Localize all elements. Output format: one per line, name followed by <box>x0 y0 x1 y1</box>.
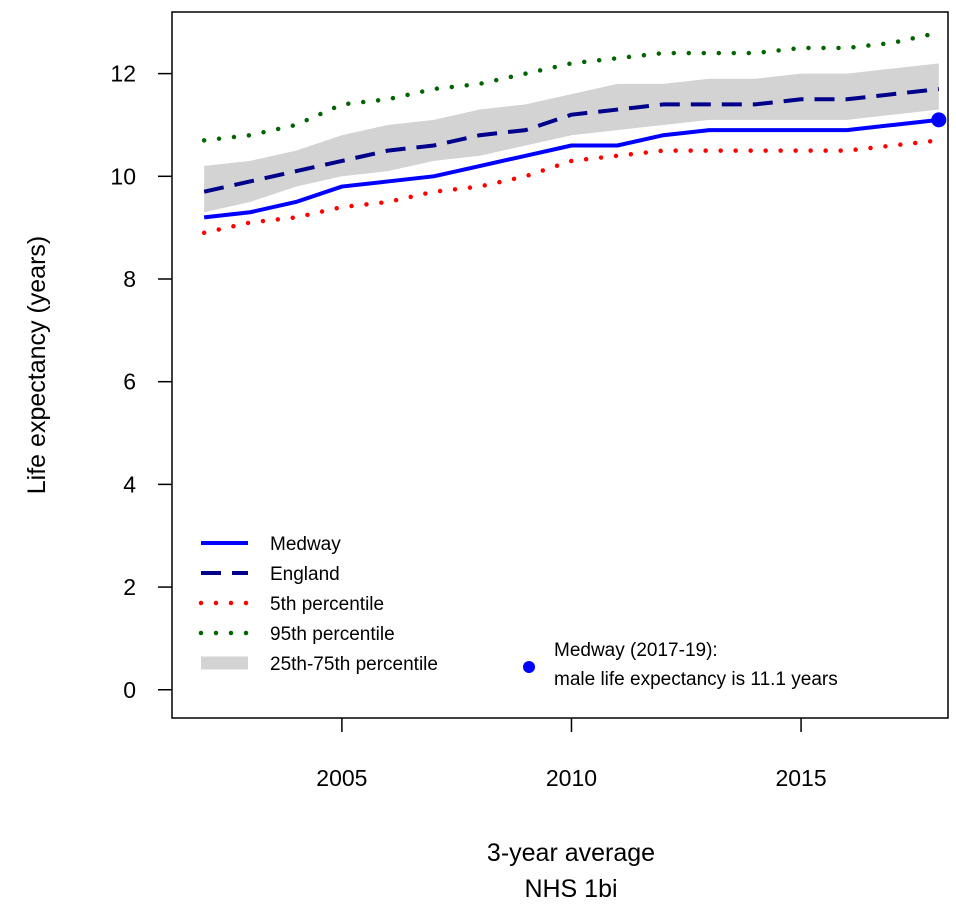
percentile-band-layer <box>204 63 939 213</box>
series-line-medway <box>203 117 940 220</box>
legend: Medway England 5th percentile 95th perce… <box>198 534 438 675</box>
series-line-5th-percentile <box>201 138 942 236</box>
annotation-line-2: male life expectancy is 11.1 years <box>554 669 838 690</box>
x-tick-label-2005: 2005 <box>316 765 367 791</box>
y-tick-label-12: 12 <box>110 61 136 87</box>
x-axis: 2005 2010 2015 <box>316 718 827 791</box>
legend-label-5th-percentile: 5th percentile <box>270 594 384 615</box>
y-tick-label-6: 6 <box>123 369 136 395</box>
x-tick-label-2010: 2010 <box>546 765 597 791</box>
y-tick-label-4: 4 <box>123 471 136 497</box>
y-tick-label-10: 10 <box>110 163 136 189</box>
legend-label-medway: Medway <box>270 534 341 555</box>
legend-keys <box>198 541 251 670</box>
plot-frame <box>171 11 949 719</box>
y-axis: 0 2 4 6 8 10 12 <box>110 61 172 703</box>
percentile-band-25-75 <box>204 63 939 213</box>
highlight-point <box>931 112 947 128</box>
y-tick-label-8: 8 <box>123 266 136 292</box>
y-tick-label-2: 2 <box>123 574 136 600</box>
annotation-line-1: Medway (2017-19): <box>554 640 718 661</box>
x-axis-title: 3-year average <box>487 839 655 867</box>
series-layer <box>201 30 942 236</box>
highlight-layer <box>931 112 947 128</box>
chart-caption: NHS 1bi <box>524 875 617 903</box>
annotation-marker <box>523 661 535 673</box>
x-tick-label-2015: 2015 <box>775 765 826 791</box>
legend-label-25th-75th-percentile: 25th-75th percentile <box>270 654 438 675</box>
series-line-england <box>203 87 940 194</box>
legend-label-95th-percentile: 95th percentile <box>270 624 395 645</box>
y-tick-label-0: 0 <box>123 677 136 703</box>
legend-label-england: England <box>270 564 340 585</box>
medway-annotation: Medway (2017-19): male life expectancy i… <box>523 640 838 690</box>
y-axis-title: Life expectancy (years) <box>23 236 51 494</box>
series-line-95th-percentile <box>201 30 942 143</box>
